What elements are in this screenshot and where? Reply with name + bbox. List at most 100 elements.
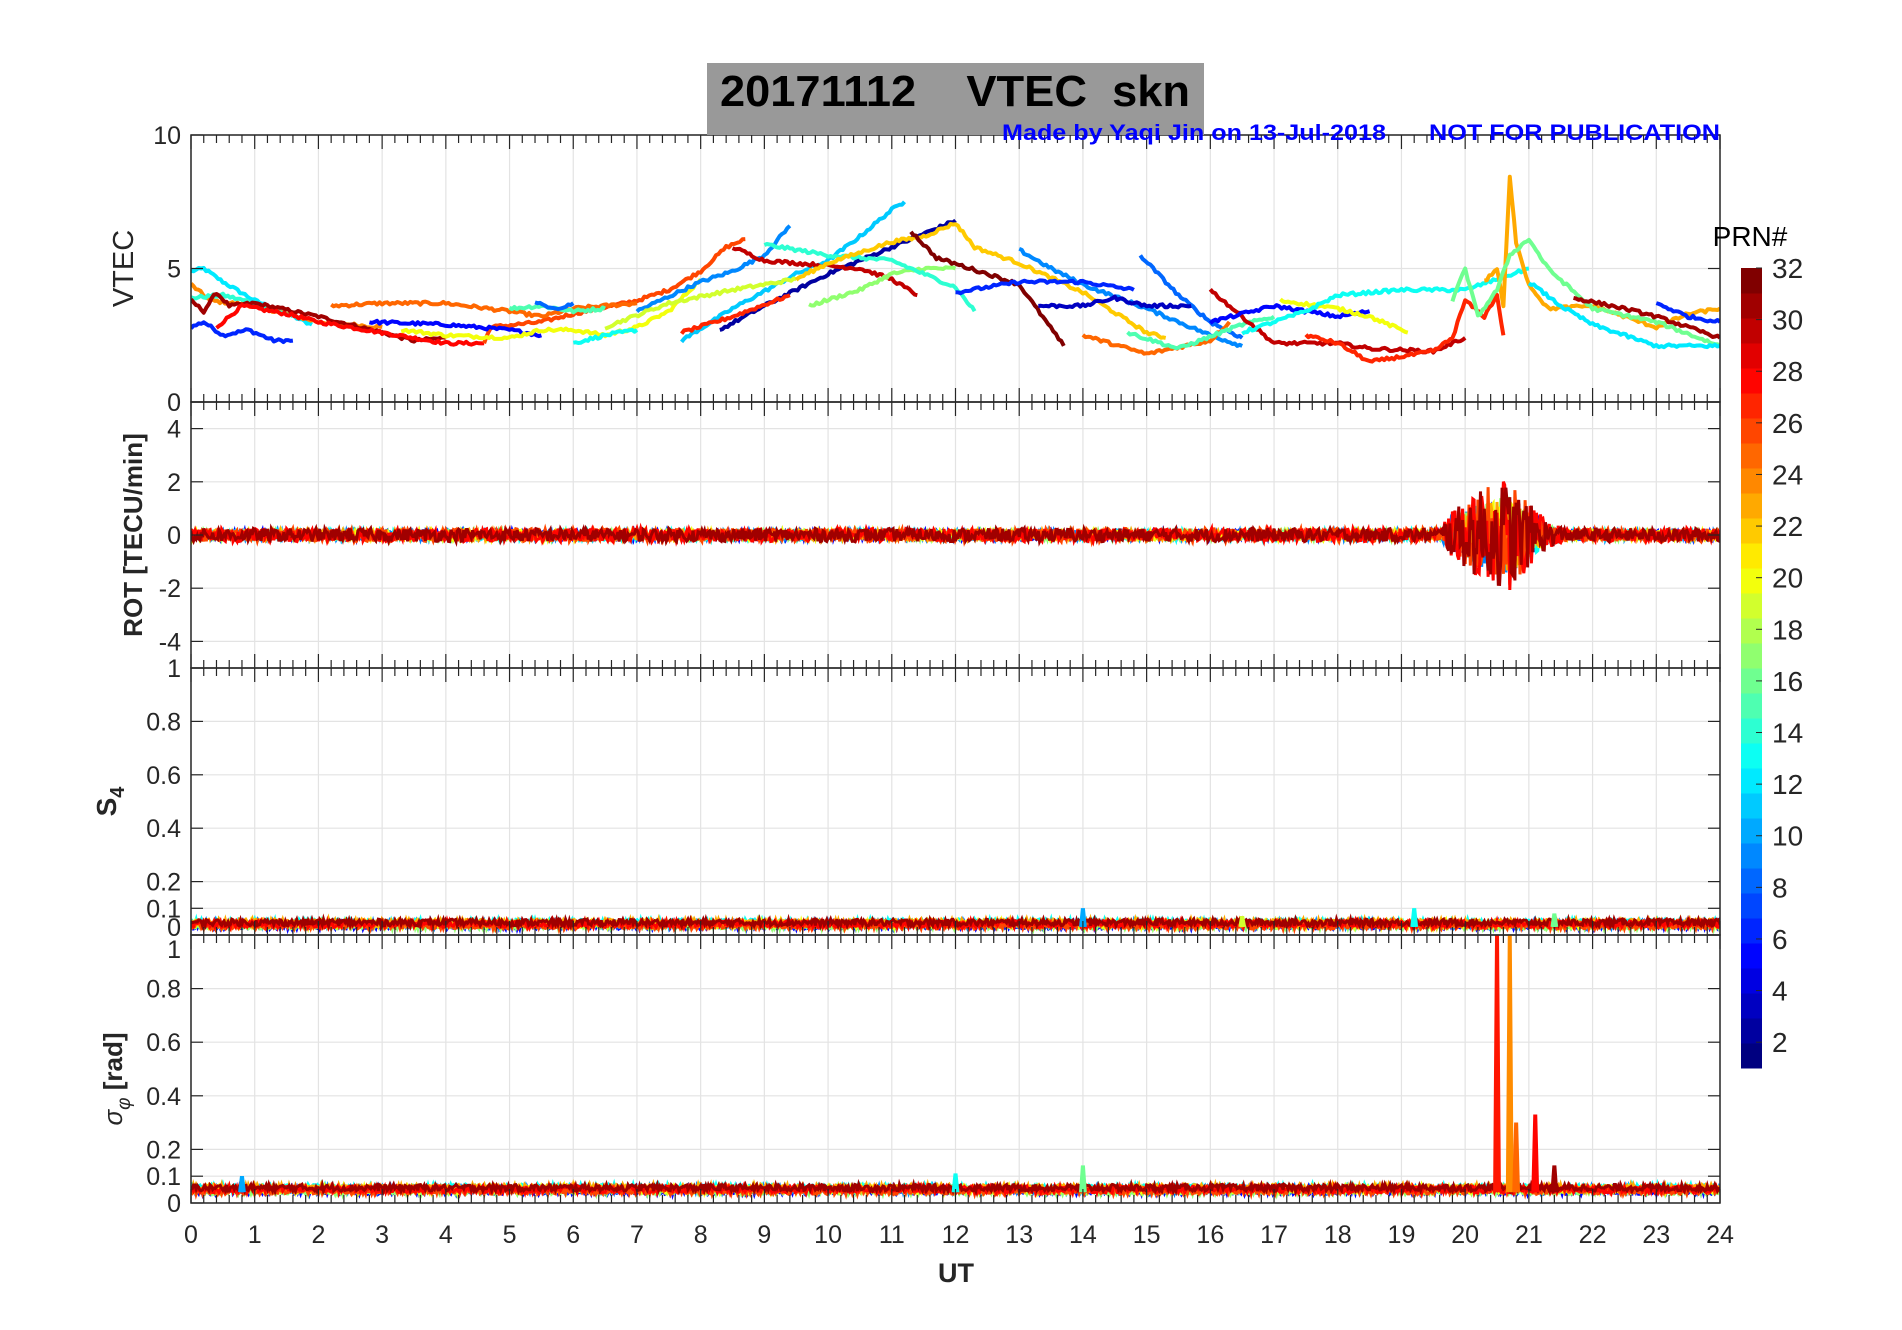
colorbar-swatch-30 (1741, 318, 1762, 344)
colorbar-swatch-23 (1741, 493, 1762, 519)
y-tick-label: 2 (167, 469, 181, 497)
x-tick-label: 7 (630, 1221, 644, 1249)
x-tick-label: 21 (1515, 1221, 1543, 1249)
colorbar-tick-label: 26 (1772, 408, 1803, 439)
sigma_phi-spike (951, 1173, 960, 1193)
colorbar-swatch-6 (1741, 918, 1762, 944)
s4-spike (1079, 908, 1087, 928)
sigma_phi-spike (1079, 1165, 1087, 1193)
colorbar-swatch-16 (1741, 668, 1762, 694)
credit-text: Made by Yaqi Jin on 13-Jul-2018 (1002, 120, 1386, 145)
x-tick-label: 11 (879, 1221, 905, 1249)
colorbar-swatch-15 (1741, 693, 1762, 719)
x-tick-label: 16 (1196, 1221, 1224, 1249)
sigma_phi-spike (1493, 935, 1501, 1193)
y-tick-label: 0.1 (146, 1163, 181, 1191)
colorbar-swatch-29 (1741, 343, 1762, 369)
colorbar-swatch-32 (1741, 268, 1762, 294)
colorbar-swatch-19 (1741, 593, 1762, 619)
y-tick-label: 0 (167, 389, 181, 417)
sigma_phi-spike (1505, 935, 1514, 1193)
title-box (707, 63, 1204, 135)
y-tick-label: 0 (167, 522, 181, 550)
colorbar-tick-label: 28 (1772, 356, 1803, 387)
y-tick-label: -4 (159, 628, 181, 656)
vtec-track-prn-8 (534, 300, 575, 312)
vtec-track-prn-13 (572, 327, 639, 345)
x-tick-label: 1 (248, 1221, 262, 1249)
x-tick-label: 17 (1260, 1221, 1288, 1249)
vtec-track-prn-6 (1655, 301, 1720, 324)
colorbar-tick-label: 8 (1772, 872, 1788, 903)
y-tick-label: 0.6 (146, 1029, 181, 1057)
colorbar-swatch-9 (1741, 843, 1762, 869)
panel-vtec: 0 5 10 VTEC (108, 122, 1721, 417)
colorbar-tick-label: 18 (1772, 614, 1803, 645)
y-axis-label: ROT [TECU/min] (118, 433, 148, 637)
colorbar-swatch-13 (1741, 743, 1762, 769)
y-tick-label: 1 (167, 936, 181, 964)
vtec-track-prn-22 (794, 221, 1167, 340)
y-tick-label: 5 (167, 256, 181, 284)
colorbar-swatch-1 (1741, 1043, 1762, 1069)
rot-series-prn-31 (191, 487, 1720, 587)
y-tick-label: 0.8 (146, 976, 181, 1004)
x-tick-label: 0 (184, 1221, 198, 1249)
colorbar-swatch-7 (1741, 893, 1762, 919)
y-axis-label: σφ [rad] (98, 1032, 135, 1125)
y-tick-label: -2 (159, 575, 181, 603)
vtec-track-prn-5 (1208, 303, 1371, 325)
x-tick-label: 18 (1324, 1221, 1352, 1249)
colorbar-swatch-8 (1741, 868, 1762, 894)
chart-title: 20171112 VTEC skn (720, 67, 1190, 116)
vtec-track-prn-20 (1279, 297, 1409, 335)
y-tick-label: 0.4 (146, 1083, 181, 1111)
colorbar-tick-label: 6 (1772, 924, 1788, 955)
vtec-track-prn-25 (1081, 320, 1232, 356)
y-tick-label: 0 (167, 1190, 181, 1218)
s4-spike (1410, 908, 1419, 928)
colorbar-tick-label: 10 (1772, 821, 1803, 852)
vtec-track-prn-3 (1038, 294, 1192, 310)
x-tick-label: 23 (1642, 1221, 1670, 1249)
colorbar-tick-label: 14 (1772, 718, 1803, 749)
sigma_phi-spike (1550, 1165, 1559, 1193)
sigma_phi-spike (1531, 1114, 1540, 1193)
vtec-track-prn-5 (368, 318, 543, 339)
x-tick-label: 12 (942, 1221, 970, 1249)
colorbar-tick-label: 20 (1772, 563, 1803, 594)
y-tick-label: 10 (153, 122, 181, 150)
vtec-track-prn-20 (400, 278, 703, 341)
colorbar-swatch-5 (1741, 943, 1762, 969)
colorbar-tick-label: 24 (1772, 459, 1803, 490)
vtec-track-prn-17 (808, 265, 957, 308)
vtec-track-prn-19 (604, 276, 797, 331)
x-tick-label: 10 (814, 1221, 842, 1249)
y-axis-label: S4 (91, 786, 129, 817)
y-tick-label: 0.2 (146, 1136, 181, 1164)
colorbar-swatch-18 (1741, 618, 1762, 644)
x-tick-label: 4 (439, 1221, 453, 1249)
x-tick-label: 6 (566, 1221, 580, 1249)
colorbar-swatch-3 (1741, 993, 1762, 1019)
x-tick-label: 5 (503, 1221, 517, 1249)
vtec-track-prn-9 (635, 224, 792, 314)
s4-spike (1550, 913, 1559, 928)
panel-s4: 00.10.2 0.4 0.6 0.8 1 S4 (91, 655, 1721, 942)
colorbar-swatch-20 (1741, 568, 1762, 594)
colorbar-swatch-22 (1741, 518, 1762, 544)
series-group (191, 481, 1720, 591)
colorbar-swatch-12 (1741, 768, 1762, 794)
vtec-track-prn-6 (191, 320, 294, 345)
colorbar-swatch-14 (1741, 718, 1762, 744)
colorbar-tick-label: 2 (1772, 1027, 1788, 1058)
colorbar-tick-label: 32 (1772, 253, 1803, 284)
x-tick-label: 14 (1069, 1221, 1097, 1249)
colorbar-tick-label: 12 (1772, 769, 1803, 800)
y-tick-label: 0.6 (146, 762, 181, 790)
colorbar-swatch-21 (1741, 543, 1762, 569)
y-tick-label: 0.4 (146, 815, 181, 843)
panel-sigma_phi: 00.10.2 0.4 0.6 0.8 1 σφ [rad] (98, 934, 1721, 1218)
colorbar-tick-label: 30 (1772, 305, 1803, 336)
